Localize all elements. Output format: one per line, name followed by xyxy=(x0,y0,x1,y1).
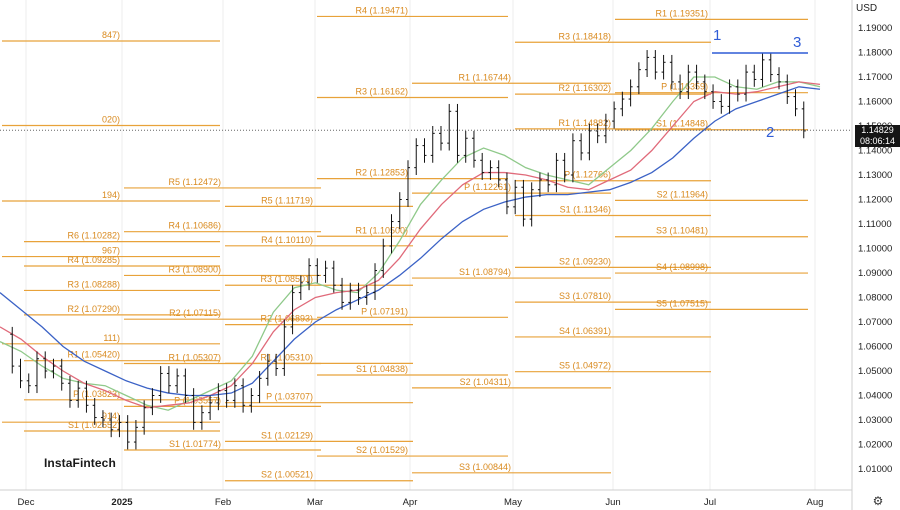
pivot-label: S1 (1.02129) xyxy=(261,430,313,440)
pivot-label: R5 (1.12472) xyxy=(168,177,221,187)
pivot-label: S2 (1.04311) xyxy=(460,377,511,387)
pivot-label: S5 (1.04972) xyxy=(559,361,611,371)
pivot-label: R3 (1.08288) xyxy=(67,279,120,289)
y-tick-label: 1.07000 xyxy=(858,317,892,328)
y-tick-label: 1.19000 xyxy=(858,23,892,34)
y-tick-label: 1.16000 xyxy=(858,97,892,108)
bar-countdown: 08:06:14 xyxy=(859,136,896,146)
pivot-label: 020) xyxy=(102,115,120,125)
pivot-label: R2 (1.12853) xyxy=(355,168,408,178)
pivot-label: 111) xyxy=(103,333,120,343)
y-tick-label: 1.13000 xyxy=(858,170,892,181)
pivot-label: R4 (1.09285) xyxy=(67,255,120,265)
pivot-label: 194) xyxy=(102,190,120,200)
y-tick-label: 1.08000 xyxy=(858,293,892,304)
pivot-label: R1 (1.05310) xyxy=(260,352,313,362)
pivot-label: S1 (1.08794) xyxy=(459,267,511,277)
y-tick-label: 1.18000 xyxy=(858,48,892,59)
pivot-label: S1 (1.04838) xyxy=(356,364,408,374)
currency-label: USD xyxy=(856,3,878,14)
pivot-label: R1 (1.14882) xyxy=(558,118,611,128)
x-tick-label: Jun xyxy=(605,497,620,508)
y-tick-label: 1.12000 xyxy=(858,195,892,206)
x-tick-label: Apr xyxy=(403,497,418,508)
y-tick-label: 1.02000 xyxy=(858,440,892,451)
pivot-label: R2 (1.16302) xyxy=(558,83,611,93)
pivot-label: S1 (1.01774) xyxy=(169,439,221,449)
x-tick-label: Feb xyxy=(215,497,231,508)
pivot-label: R4 (1.10110) xyxy=(261,235,313,245)
pivot-label: 847) xyxy=(102,30,120,40)
wave-annotation: 1 xyxy=(713,27,721,44)
pivot-label: R1 (1.05307) xyxy=(168,352,221,362)
pivot-label: P (1.12766) xyxy=(564,170,611,180)
pivot-label: R3 (1.18418) xyxy=(558,31,611,41)
x-tick-label: Mar xyxy=(307,497,323,508)
pivot-label: R1 (1.10500) xyxy=(355,225,408,235)
y-tick-label: 1.01000 xyxy=(858,464,892,475)
pivot-label: R1 (1.05420) xyxy=(67,350,120,360)
pivot-label: R5 (1.11719) xyxy=(261,195,313,205)
pivot-label: S2 (1.00521) xyxy=(261,470,313,480)
moving-average-line xyxy=(0,81,821,409)
settings-gear-icon[interactable]: ⚙ xyxy=(872,494,884,508)
pivot-label: R3 (1.08900) xyxy=(168,264,221,274)
pivot-label: S4 (1.08998) xyxy=(656,262,708,272)
pivot-label: R3 (1.08501) xyxy=(260,274,313,284)
y-tick-label: 1.14000 xyxy=(858,146,892,157)
pivot-label: S2 (1.11964) xyxy=(657,189,708,199)
pivot-label: R1 (1.19351) xyxy=(655,8,708,18)
y-tick-label: 1.06000 xyxy=(858,342,892,353)
pivot-label: R2 (1.07290) xyxy=(67,304,120,314)
y-tick-label: 1.09000 xyxy=(858,268,892,279)
pivot-label: R4 (1.10686) xyxy=(168,221,221,231)
pivot-label: R2 (1.07115) xyxy=(169,308,221,318)
pivot-label: S4 (1.06391) xyxy=(559,326,611,336)
pivot-label: R1 (1.16744) xyxy=(458,72,511,82)
wave-annotation: 3 xyxy=(793,34,801,51)
last-price-tag: 1.14829 08:06:14 xyxy=(855,125,900,147)
x-tick-label: Jul xyxy=(704,497,716,508)
pivot-label: S2 (1.09230) xyxy=(559,256,611,266)
pivot-label: P (1.07191) xyxy=(361,306,408,316)
last-price-value: 1.14829 xyxy=(861,125,894,135)
pivot-label: S2 (1.01529) xyxy=(356,445,408,455)
pivot-label: R3 (1.16162) xyxy=(355,87,408,97)
x-tick-label: Dec xyxy=(18,497,35,508)
y-tick-label: 1.05000 xyxy=(858,366,892,377)
pivot-label: 967) xyxy=(102,246,120,256)
pivot-label: R6 (1.10282) xyxy=(67,231,120,241)
pivot-label: P (1.03823) xyxy=(73,389,120,399)
pivot-label: R4 (1.19471) xyxy=(355,5,408,15)
wave-annotation: 2 xyxy=(766,124,774,141)
x-tick-label: Aug xyxy=(807,497,824,508)
y-tick-label: 1.11000 xyxy=(858,219,892,230)
pivot-label: S3 (1.00844) xyxy=(459,462,511,472)
pivot-label: P (1.03707) xyxy=(266,392,313,402)
y-tick-label: 1.03000 xyxy=(858,415,892,426)
pivot-label: S3 (1.10481) xyxy=(656,226,708,236)
moving-average-line xyxy=(0,76,821,411)
brand-logo: InstaFintech xyxy=(44,456,116,470)
y-tick-label: 1.04000 xyxy=(858,391,892,402)
pivot-label: S1 (1.11346) xyxy=(560,205,611,215)
currency-selector-button[interactable]: USD xyxy=(856,3,896,19)
pivot-label: S3 (1.07810) xyxy=(559,291,611,301)
pivot-label: P (1.16359) xyxy=(661,82,708,92)
x-tick-label: 2025 xyxy=(111,497,133,508)
pivot-label: S5 (1.07515) xyxy=(656,298,708,308)
moving-average-line xyxy=(0,86,821,397)
pivot-label: S1 (1.02552) xyxy=(68,420,120,430)
pivot-label: P (1.12261) xyxy=(464,182,511,192)
x-tick-label: May xyxy=(504,497,522,508)
y-tick-label: 1.17000 xyxy=(858,72,892,83)
pivot-label: S1 (1.14848) xyxy=(656,119,708,129)
y-tick-label: 1.10000 xyxy=(858,244,892,255)
